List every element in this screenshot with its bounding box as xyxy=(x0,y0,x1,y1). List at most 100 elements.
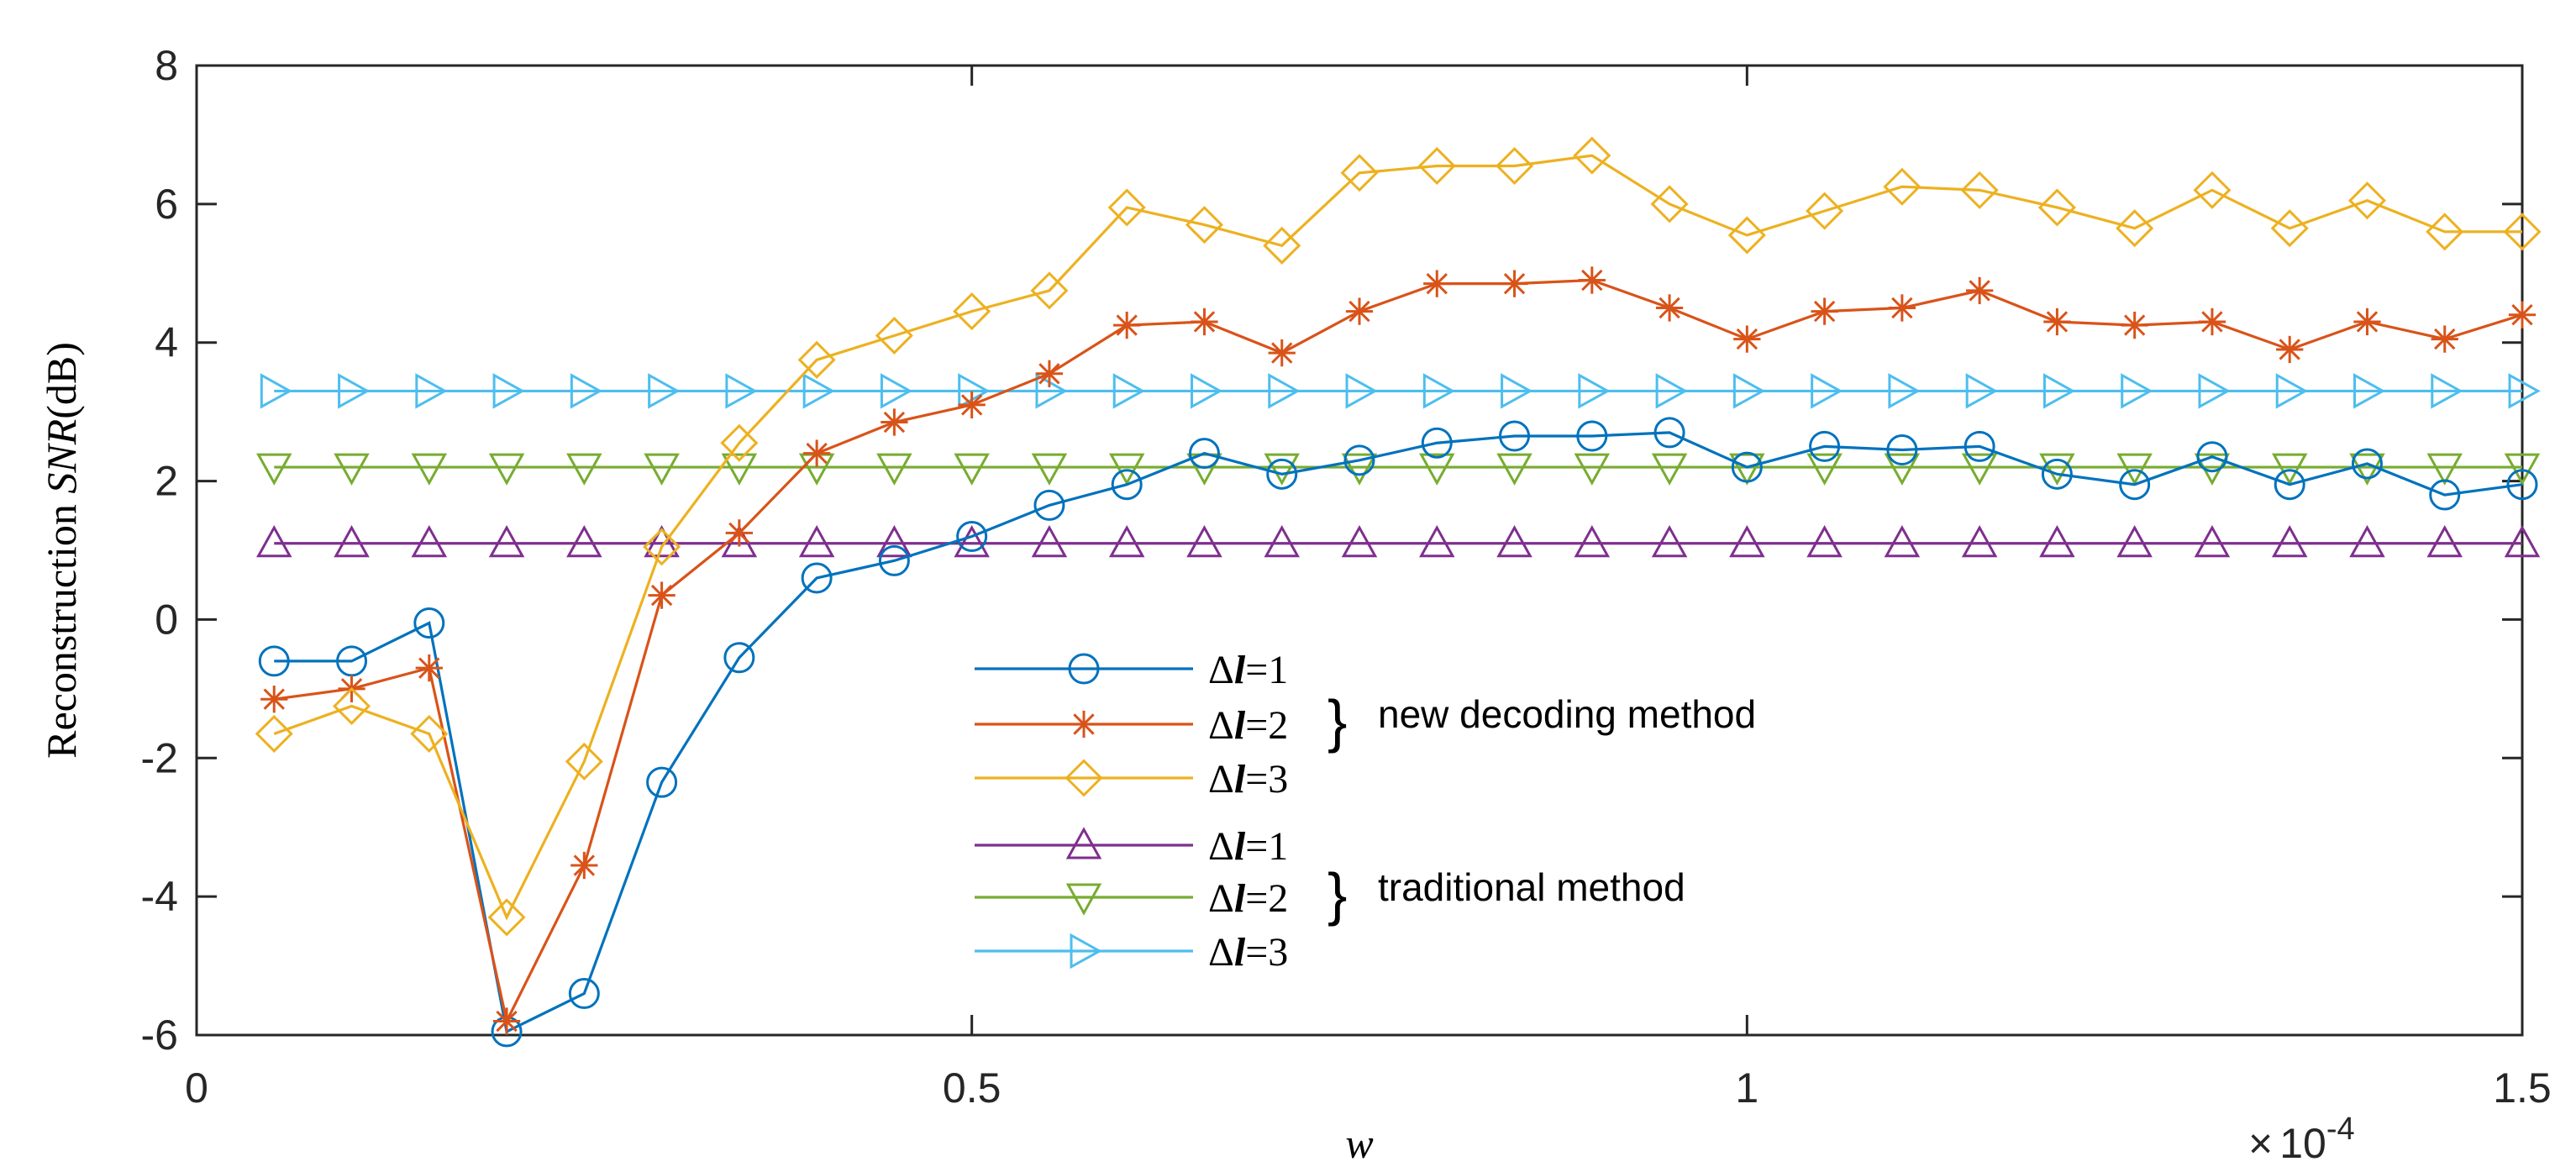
data-point xyxy=(648,581,676,609)
data-point xyxy=(256,524,292,558)
legend-entry: Δl=1 xyxy=(975,824,1288,869)
data-point xyxy=(2431,373,2463,409)
data-point xyxy=(570,851,598,880)
legend-entry: Δl=3 xyxy=(975,757,1288,801)
legend-marker xyxy=(1070,933,1102,970)
data-point xyxy=(2039,453,2075,486)
data-point xyxy=(725,519,754,547)
data-point xyxy=(1191,373,1223,409)
data-point xyxy=(1965,373,1998,409)
data-point xyxy=(1655,373,1688,409)
data-point xyxy=(802,439,831,467)
data-point xyxy=(2039,524,2075,558)
legend-l-symbol: l xyxy=(1234,703,1246,748)
plot-area xyxy=(197,66,2522,1035)
data-point xyxy=(802,373,835,409)
legend-l-symbol: l xyxy=(1234,876,1246,921)
data-point xyxy=(2426,213,2464,251)
data-point xyxy=(1573,136,1611,175)
data-point xyxy=(646,766,678,798)
data-point xyxy=(1188,438,1220,470)
data-point xyxy=(1964,430,1995,462)
data-point xyxy=(1731,451,1763,483)
data-point xyxy=(1806,192,1844,230)
data-point xyxy=(2426,453,2463,486)
data-point xyxy=(258,645,290,677)
data-point xyxy=(1107,188,1146,227)
data-point xyxy=(415,654,443,682)
data-point xyxy=(570,373,603,409)
legend-delta-symbol: Δ xyxy=(1208,648,1234,692)
data-point xyxy=(1263,226,1301,265)
data-point xyxy=(2276,335,2304,364)
legend-delta-symbol: Δ xyxy=(1208,930,1234,975)
data-point xyxy=(797,340,836,379)
data-point xyxy=(1108,453,1145,486)
data-point xyxy=(334,524,370,558)
data-point xyxy=(1884,453,1921,486)
legend-brace-new: } xyxy=(1327,688,1347,754)
data-point xyxy=(2431,325,2458,353)
legend-marker xyxy=(1070,710,1098,738)
data-point xyxy=(255,714,293,753)
data-point xyxy=(1268,373,1301,409)
data-point xyxy=(2275,373,2308,409)
y-axis-label-suffix: (dB) xyxy=(38,342,85,419)
data-point xyxy=(1031,524,1068,558)
data-point xyxy=(1650,185,1689,223)
data-point xyxy=(1033,489,1065,521)
legend-entry: Δl=1 xyxy=(975,648,1288,692)
data-point xyxy=(2193,171,2232,209)
data-point xyxy=(1501,270,1528,297)
data-point xyxy=(1884,524,1921,558)
data-point xyxy=(1499,420,1531,452)
data-point xyxy=(1345,373,1378,409)
data-point xyxy=(2429,479,2461,511)
legend-label: Δl=3 xyxy=(1208,757,1288,801)
data-point xyxy=(1651,524,1688,558)
data-point xyxy=(2506,469,2538,501)
data-point xyxy=(568,978,600,1010)
y-axis-label-italic: SNR xyxy=(38,419,85,494)
data-point xyxy=(1035,373,1068,409)
data-point xyxy=(1264,524,1300,558)
data-point xyxy=(1422,373,1456,409)
legend-label: Δl=2 xyxy=(1208,876,1288,921)
axes xyxy=(195,64,2524,1037)
legend-marker xyxy=(1065,759,1103,797)
data-point xyxy=(492,373,525,409)
y-tick-label: -2 xyxy=(141,734,178,781)
legend-group-traditional: traditional method xyxy=(1378,865,1685,909)
data-point xyxy=(725,373,758,409)
data-point xyxy=(876,453,912,486)
data-point xyxy=(2121,373,2153,409)
data-point xyxy=(721,453,758,486)
data-point xyxy=(1031,453,1068,486)
x-tick-label: 0 xyxy=(185,1064,208,1112)
data-point xyxy=(2349,524,2385,558)
data-point xyxy=(1421,427,1453,459)
data-point xyxy=(1732,373,1766,409)
data-point xyxy=(2037,188,2076,227)
y-tick-label: -6 xyxy=(141,1012,178,1059)
data-point xyxy=(256,453,292,486)
data-point xyxy=(958,373,991,409)
data-point xyxy=(1341,453,1378,486)
data-point xyxy=(1961,453,1998,486)
data-point xyxy=(260,686,288,713)
data-point xyxy=(411,524,448,558)
legend-marker xyxy=(1065,883,1102,916)
legend-entry: Δl=2 xyxy=(975,703,1288,748)
data-point xyxy=(565,742,603,780)
series-3 xyxy=(255,136,2542,937)
data-point xyxy=(878,544,910,576)
data-point xyxy=(1578,266,1606,294)
y-axis-label-prefix: Reconstruction xyxy=(38,494,85,759)
x-multiplier-times: × xyxy=(2248,1120,2273,1167)
y-tick-label: 2 xyxy=(155,458,178,505)
legend-entry: Δl=2 xyxy=(975,876,1288,921)
data-point xyxy=(1419,524,1455,558)
data-point xyxy=(1574,453,1611,486)
data-point xyxy=(644,453,680,486)
data-point xyxy=(1112,373,1145,409)
